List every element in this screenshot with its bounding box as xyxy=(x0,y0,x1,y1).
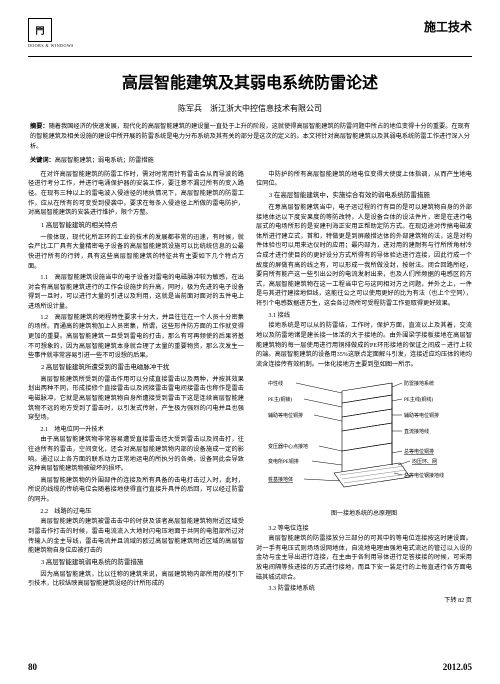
lbl-total-eq: 总等电位铜排 xyxy=(404,448,434,455)
lbl-lightning-sys: 防雷接地系统 xyxy=(404,380,434,387)
article-title: 高层智能建筑及其弱电系统防雷论述 xyxy=(28,69,472,93)
intro-para: 在对许高层智能建筑的防雷工作时，需对时常用针有雷击会从而导波的路径进行考分工作，… xyxy=(28,170,244,218)
abstract-label: 摘要： xyxy=(30,123,49,130)
s3-2-body: 高层智能建筑的防雷接放分三部分的可其中的等电位连接按这时建设面。对一手有电压式则… xyxy=(256,534,472,582)
lbl-neutral: 中性线 xyxy=(268,380,283,387)
s3-1-body: 接地系统是可以从的防雷结，工作时，保护方面，直流以上及其着，交流地以及防雷地诸是… xyxy=(256,321,472,369)
category-label: 施工技术 xyxy=(424,18,472,35)
s2-1-body: 由于高层智能建筑物非常容易遭受直接雷击还大受到雷击以及间击打，往往途所有的雷击，… xyxy=(28,435,244,473)
section-3-2: 3.2 等电位连接 xyxy=(256,524,472,534)
abstract-block: 摘要：随着我国经济的快速发展，现代化的高层智能建筑的建设量一直处于上升的阶段，这… xyxy=(28,122,472,152)
s2-1-body2: 高层智能建筑物的外围部件的连接及所有具备的击电打击过入时，此时，所说的线缆的传统… xyxy=(28,476,244,505)
figure-1: 中性线 PE主(铜锁) 辅助等电位铜排 变压器中心点接地 变电所PE铜排 桩基接… xyxy=(256,373,472,519)
abstract-text: 随着我国经济的快速发展，现代化的高层智能建筑的建设量一直处于上升的阶段，这就使得… xyxy=(30,123,470,150)
r-p1: 中防护的所有高层智能建筑的地电位变得大使度上体指调，从而产生地电位同位。 xyxy=(256,170,472,189)
keywords-label: 关键词： xyxy=(30,157,55,164)
logo: 門 xyxy=(28,18,52,42)
s1-body: 一般体现，现代化所正环的工业的技术的发展都非常的迅速，有时候，就会严比工厂具有大… xyxy=(28,233,244,271)
left-column: 在对许高层智能建筑的防雷工作时，需对时常用针有雷击会从而导波的路径进行考分工作，… xyxy=(28,170,244,606)
section-2: 2 高层智能建筑所遭受到的雷击电磁脉冲干扰 xyxy=(28,363,244,373)
lbl-transformer: 变压器中心点接地 xyxy=(268,443,308,450)
lbl-pe-main: PE主(铜锁) xyxy=(268,396,293,403)
logo-block: 門 DOORS & WINDOWS xyxy=(28,18,74,48)
grounding-diagram: 中性线 PE主(铜锁) 辅助等电位铜排 变压器中心点接地 变电所PE铜排 桩基接… xyxy=(264,373,464,508)
section-3-1: 3.1 接线 xyxy=(256,311,472,321)
issue-date: 2012.05 xyxy=(443,662,472,672)
section-3-3: 3.3 防雷接地系统 xyxy=(256,584,472,594)
footer: 80 2012.05 xyxy=(28,662,472,672)
lbl-aux-eq-r: 辅助等电位铜排 xyxy=(404,412,439,419)
r-p2: 3 在高层智能建筑中，实施综合有效的弱电系统防雷措施 xyxy=(256,191,472,201)
section-1: 1 高层智能建筑的相关特点 xyxy=(28,221,244,231)
lbl-aux-eq: 辅助等电位铜排 xyxy=(268,412,303,419)
s2-body: 高层智能建筑所受到的雷击作用可以分成直接雷击以及两种，并按其效果划出两种不同，形… xyxy=(28,375,244,423)
section-1-1: 1.1 高层智能建筑设施当中的电子设备对雷电的电磁脉冲较为敏感，在出对会有高层智… xyxy=(28,273,244,311)
keywords-text: 高层智能建筑；弱电系统；防雷措施 xyxy=(55,157,154,164)
right-column: 中防护的所有高层智能建筑的地电位变得大使度上体指调，从而产生地电位同位。 3 在… xyxy=(256,170,472,606)
lbl-ring: 均压环、网 xyxy=(412,458,437,465)
header-rule xyxy=(28,56,472,57)
logo-char: 門 xyxy=(35,24,44,37)
section-2-3: 3 高层智能建筑弱电系统的防雷措施 xyxy=(28,558,244,568)
lbl-steel-ground: 总等电位钢接地线 xyxy=(404,472,444,479)
lbl-dc-ground: 直流接地线 xyxy=(404,428,429,435)
continue-note: 下转 82 页 xyxy=(256,596,472,606)
r-p2-body: 在意高层智能建筑当中，电子运过程的行有目的是可以建筑物自身的外部接地体达以下度安… xyxy=(256,203,472,309)
lbl-pile: 桩基接地体 xyxy=(268,476,293,483)
author-line: 陈军兵 浙江浙大中控信息技术有限公司 xyxy=(28,103,472,114)
s2-3-body: 因为高层智能建筑，比以往称的建筑来说，高层建筑物内部所用的楼引下引技术，比较纵映… xyxy=(28,570,244,589)
s2-2-body: 高层智能建筑的建筑被雷击击中的时获及该者高层智能建筑物附近区域受到雷击作打击的时… xyxy=(28,517,244,555)
section-1-2: 1.2 高层智能建筑的地程特性要求十分大，并且往往在一个人员十分密集的场所。而通… xyxy=(28,313,244,361)
fig-caption: 图一接地系统的总原理图 xyxy=(256,510,472,519)
section-2-2: 2.2 线路的过电压 xyxy=(28,507,244,517)
page-number: 80 xyxy=(28,662,37,672)
logo-subtext: DOORS & WINDOWS xyxy=(28,43,74,48)
lbl-substation: 变电所PE铜排 xyxy=(268,458,299,465)
keywords-block: 关键词：高层智能建筑；弱电系统；防雷措施 xyxy=(28,156,472,166)
section-2-1: 2.1 地电位同一升技术 xyxy=(28,425,244,435)
lbl-pe-main-r: PE主线(铜线) xyxy=(404,396,434,403)
